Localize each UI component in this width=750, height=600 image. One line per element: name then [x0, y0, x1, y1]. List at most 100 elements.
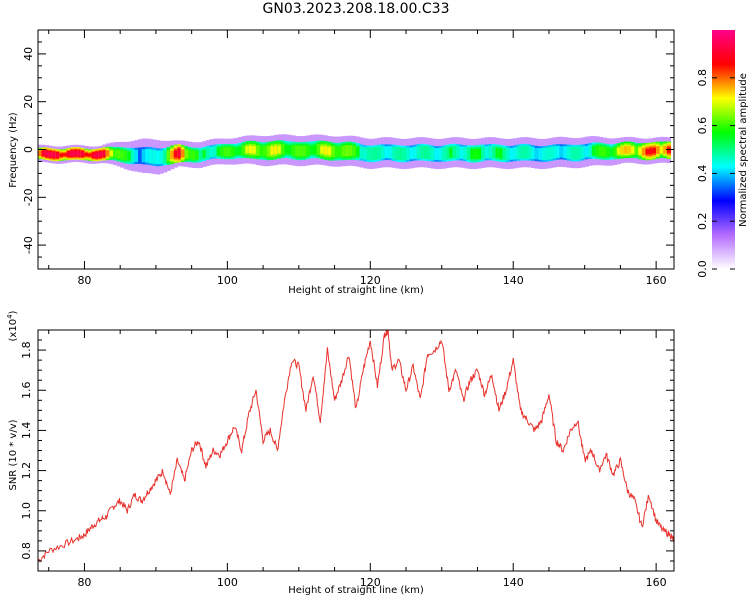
ridge-cell [63, 153, 68, 157]
ridge-cell [588, 144, 593, 158]
ridge-cell [205, 147, 211, 159]
ridge-cell [366, 147, 371, 161]
ridge-cell [484, 146, 489, 159]
y-tick-label: -20 [22, 188, 35, 206]
ridge-cell [77, 151, 82, 156]
ridge-cell [473, 148, 479, 159]
snr-x-label: Height of straight line (km) [288, 585, 424, 596]
ridge-cell [127, 151, 132, 161]
ridge-cell [409, 147, 414, 160]
ridge-cell [523, 145, 529, 159]
ridge-cell [563, 146, 568, 159]
ridge-cell [506, 147, 511, 161]
ridge-cell [623, 146, 629, 154]
ridge-cell [223, 147, 228, 157]
ridge-cell [466, 147, 471, 161]
ridge-cell [641, 147, 647, 156]
ridge-cell [159, 150, 164, 164]
ridge-cell [263, 145, 268, 157]
ridge-cell [130, 149, 136, 163]
ridge-cell [248, 145, 253, 154]
ridge-cell [398, 147, 404, 161]
y-tick-label: -40 [22, 236, 35, 254]
ridge-cell [348, 145, 354, 157]
ridge-cell [345, 145, 350, 157]
ridge-cell [80, 151, 86, 157]
y-tick-label: 20 [22, 95, 35, 109]
ridge-cell [548, 146, 554, 160]
ridge-cell [45, 151, 50, 157]
ridge-cell [470, 149, 475, 159]
spectrogram-panel: 80 100 120 140 160 -40 -20 0 20 40 Height of stra… [8, 29, 675, 296]
ridge-cell [495, 147, 500, 158]
ridge-cell [591, 146, 596, 156]
ridge-cell [352, 145, 357, 157]
ridge-cell [298, 145, 304, 157]
ridge-cell [305, 145, 311, 156]
ridge-cell [577, 146, 582, 160]
ridge-cell [384, 146, 389, 159]
ridge-cell [330, 145, 336, 158]
ridge-cell [302, 145, 307, 157]
ridge-cell [270, 146, 275, 155]
colorbar-label: Normalized spectral amplitude [738, 73, 749, 227]
ridge-cell [220, 147, 225, 156]
ridge-cell [84, 152, 89, 157]
ridge-cell [431, 147, 436, 160]
ridge-cell [291, 145, 296, 156]
ridge-cell [395, 146, 400, 160]
ridge-cell [245, 146, 250, 153]
ridge-cell [459, 146, 464, 159]
ridge-cell [391, 146, 396, 160]
ridge-cell [427, 146, 432, 160]
y-tick-label: 1.2 [20, 462, 33, 480]
colorbar-tick-label: 0.6 [696, 117, 709, 135]
x-tick-label: 80 [77, 274, 91, 287]
ridge-cell [180, 149, 186, 158]
ridge-cell [145, 148, 150, 163]
ridge-cell [120, 150, 125, 160]
ridge-cell [273, 146, 278, 154]
ridge-cell [138, 147, 143, 164]
ridge-cell [445, 146, 450, 160]
ridge-cell [195, 150, 200, 160]
ridge-cell [213, 146, 218, 157]
ridge-cell [370, 147, 375, 161]
ridge-cell [416, 145, 421, 159]
ridge-cell [52, 152, 57, 158]
ridge-cell [227, 147, 232, 157]
ridge-cell [598, 146, 604, 157]
ridge-cell [502, 147, 507, 161]
spectrogram-y-label: Frequency (Hz) [8, 112, 19, 188]
ridge-cell [656, 146, 661, 155]
colorbar-ticks: 0.0 0.2 0.4 0.6 0.8 [696, 69, 735, 278]
colorbar-tick-label: 0.2 [696, 212, 709, 230]
y-tick-label: 0.8 [20, 542, 33, 560]
ridge-cell [541, 147, 546, 161]
ridge-cell [163, 149, 168, 164]
ridge-cell [198, 149, 203, 161]
ridge-cell [552, 146, 557, 159]
ridge-cell [531, 146, 536, 160]
ridge-cell [648, 148, 654, 155]
ridge-cell [441, 147, 446, 161]
ridge-cell [327, 147, 332, 155]
ridge-cell [402, 147, 407, 161]
spectral-ridge [38, 134, 672, 175]
x-tick-label: 160 [646, 576, 667, 589]
ridge-cell [452, 145, 457, 159]
ridge-cell [595, 145, 600, 156]
ridge-cell [420, 145, 425, 159]
ridge-cell [438, 147, 443, 161]
x-tick-label: 140 [503, 576, 524, 589]
ridge-cell [613, 147, 618, 157]
ridge-cell [388, 146, 393, 159]
y-tick-label: 1.0 [20, 502, 33, 520]
x-tick-label: 120 [360, 274, 381, 287]
ridge-cell [98, 151, 103, 157]
ridge-cell [659, 146, 664, 154]
colorbar-scale [712, 30, 735, 269]
ridge-cell [320, 146, 325, 154]
ridge-cell [123, 150, 128, 161]
ridge-cell [381, 146, 386, 159]
